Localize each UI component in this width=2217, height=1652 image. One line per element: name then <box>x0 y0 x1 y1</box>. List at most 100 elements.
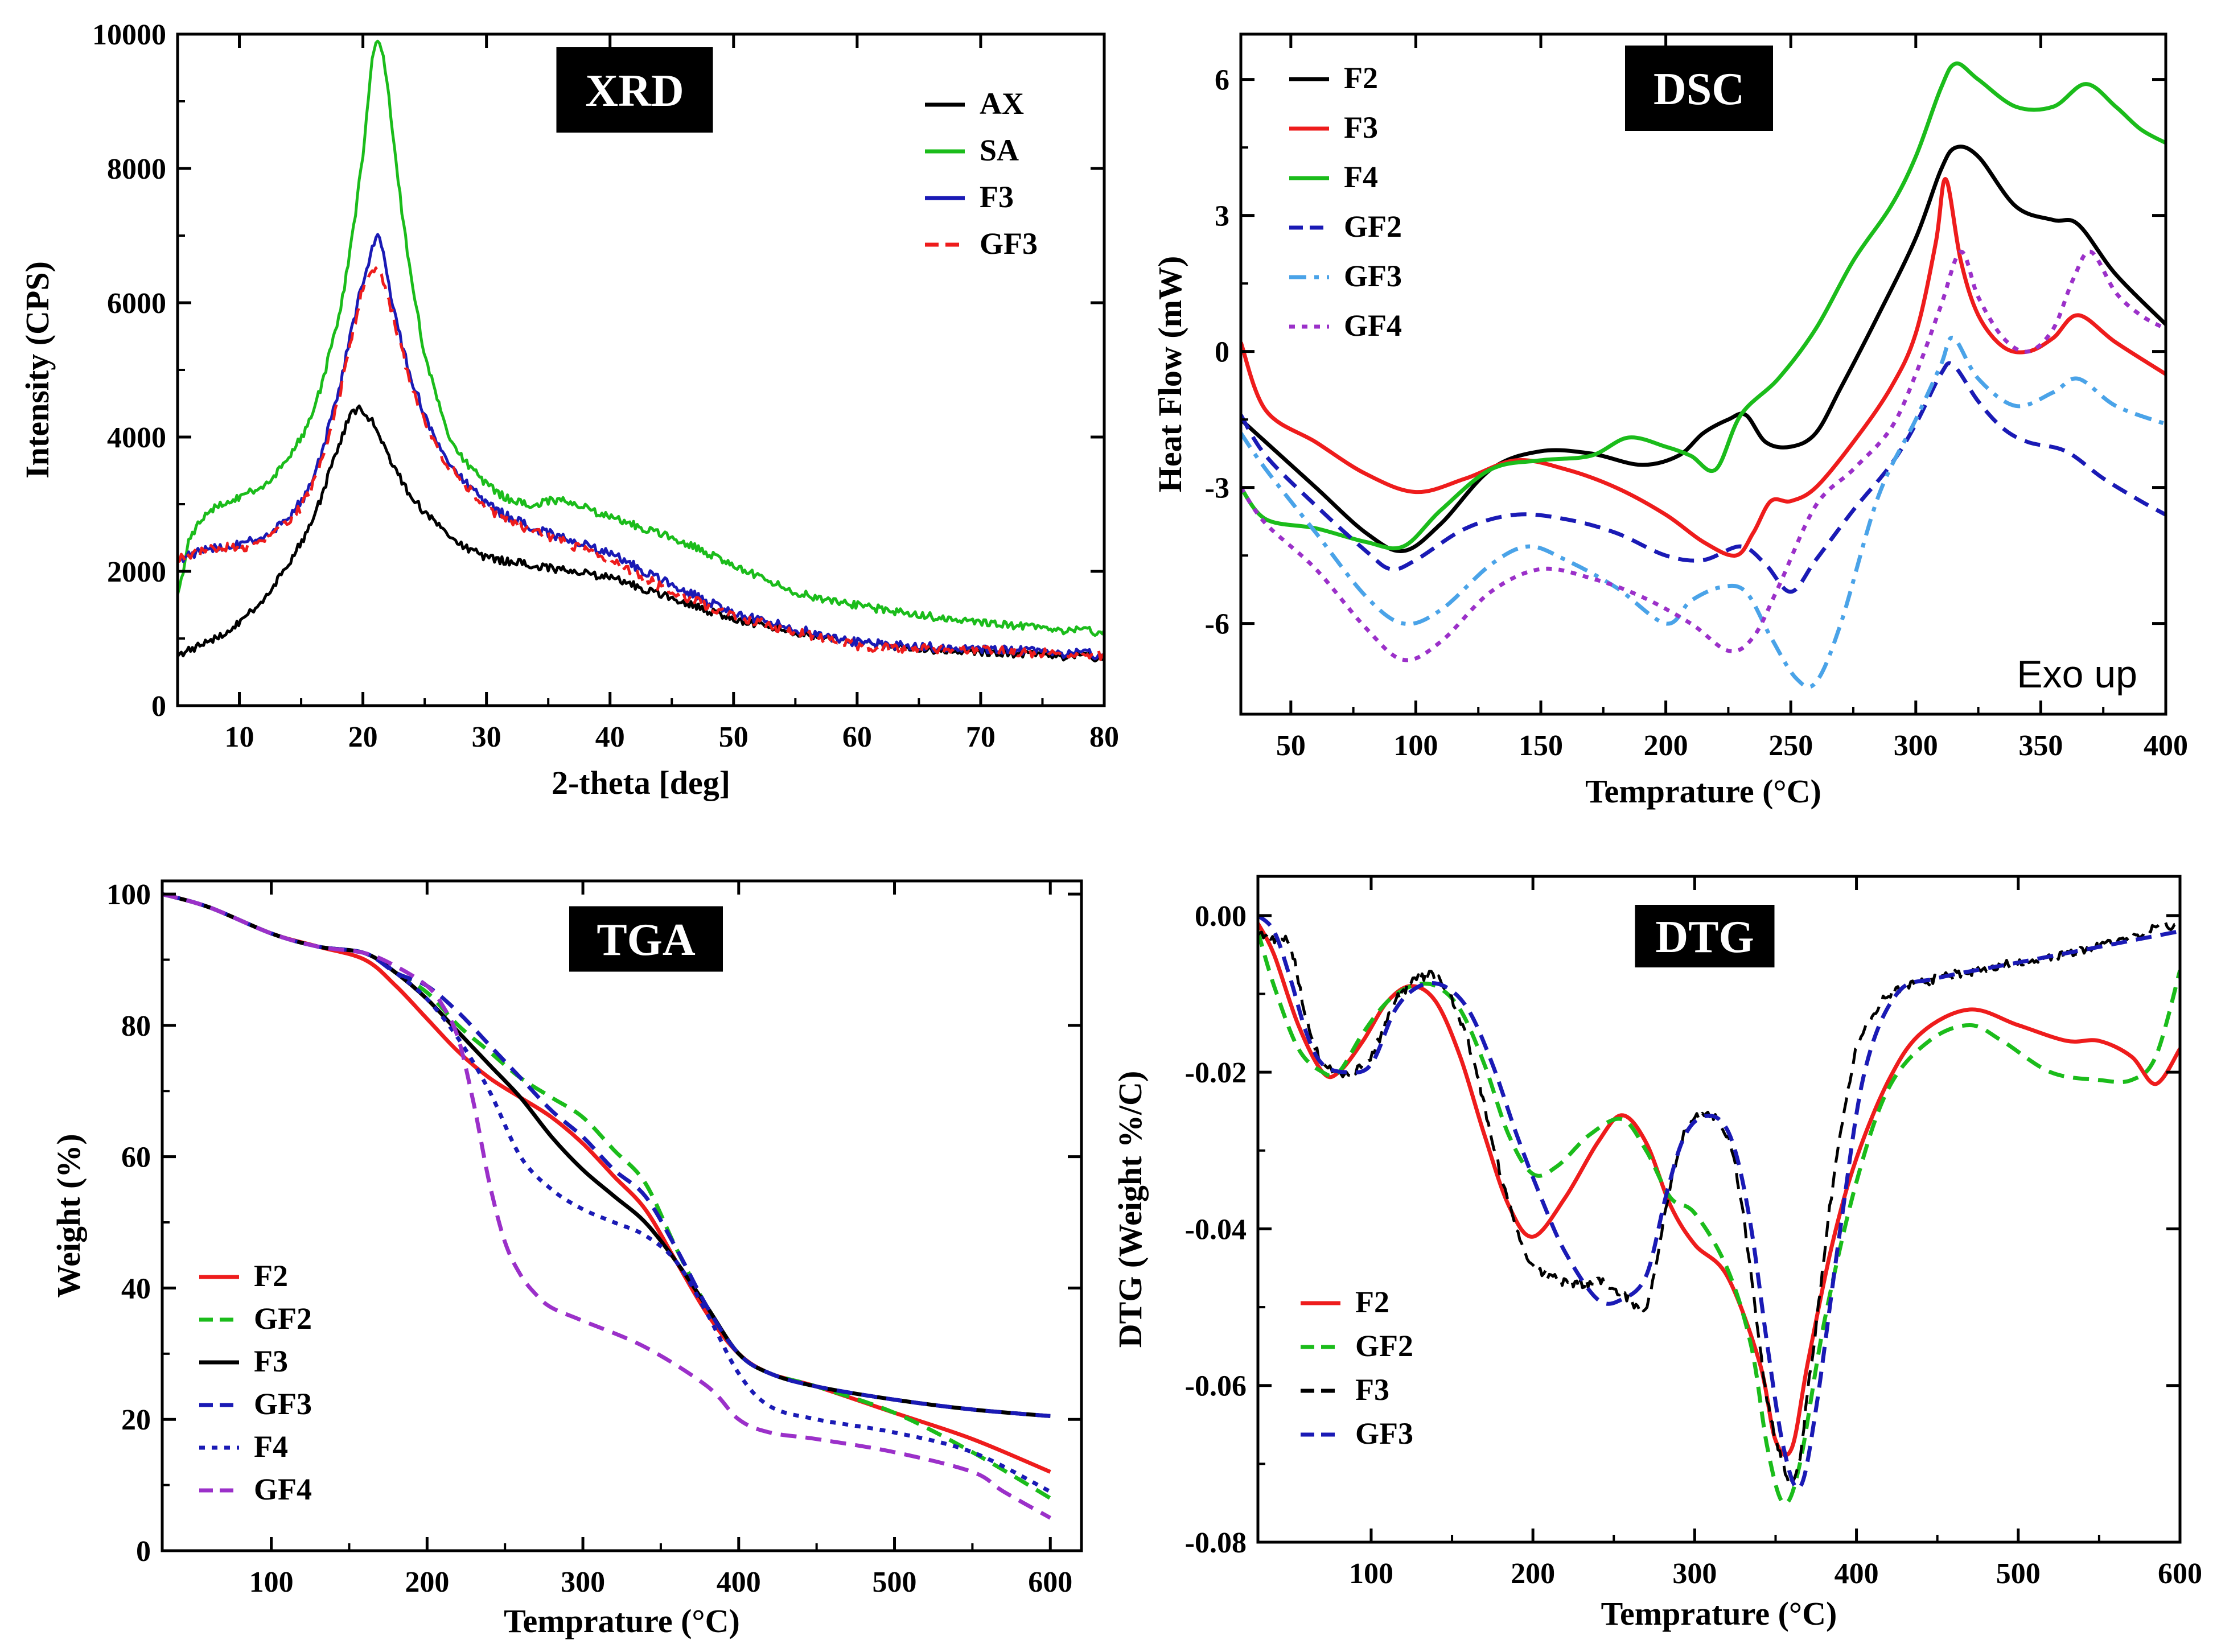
tga-ytick-label: 80 <box>121 1010 151 1043</box>
dsc-series-gf4 <box>1241 249 2166 662</box>
dtg-ytick-label: -0.06 <box>1185 1370 1247 1403</box>
tga-legend-label-gf3: GF3 <box>254 1387 312 1421</box>
tga-ytick-label: 0 <box>136 1535 151 1568</box>
dtg-xtick-label: 500 <box>1996 1558 2041 1590</box>
dsc-xtick-label: 150 <box>1519 730 1563 762</box>
xrd-legend-label-f3: F3 <box>980 180 1014 214</box>
dtg-ytick-label: 0.00 <box>1195 900 1247 933</box>
tga-xtick-label: 100 <box>249 1566 294 1599</box>
xrd-xtick-label: 20 <box>348 721 378 753</box>
tga-legend-label-gf4: GF4 <box>254 1472 312 1506</box>
xrd-panel: 10 20 30 40 50 60 70 80 0 2000 4000 6000 8000 10000 2-… <box>19 19 1119 801</box>
dtg-xtick-label: 100 <box>1349 1558 1393 1590</box>
xrd-xtick-label: 70 <box>966 721 996 753</box>
xrd-x-axis-label: 2-theta [deg] <box>552 764 730 801</box>
tga-plot-frame <box>161 879 1083 1552</box>
dtg-chart-title: DTG <box>1655 912 1754 962</box>
xrd-series-group <box>178 39 1104 663</box>
dsc-xtick-label: 50 <box>1276 730 1306 762</box>
tga-title-box <box>569 906 723 972</box>
dtg-series-gf2 <box>1258 930 2180 1506</box>
dsc-legend-label-gf4: GF4 <box>1344 308 1402 343</box>
tga-xtick-label: 300 <box>561 1566 605 1599</box>
dtg-panel: 100 200 300 400 500 600 -0.08 -0.06 -0.04 -0.02 0.… <box>1112 875 2202 1632</box>
dsc-panel: 50 100 150 200 250 300 350 400 -6 -3 0 3 6 Temprature… <box>1151 32 2188 810</box>
dtg-legend: F2 GF2 F3 GF3 <box>1301 1285 1413 1451</box>
tga-y-axis-label: Weight (%) <box>50 1134 87 1297</box>
xrd-ytick-label: 4000 <box>107 422 166 454</box>
dsc-xtick-label: 200 <box>1644 730 1688 762</box>
tga-x-axis-label: Temprature (°C) <box>504 1602 740 1639</box>
dsc-ytick-label: -6 <box>1205 608 1229 641</box>
tga-xtick-label: 200 <box>405 1566 449 1599</box>
dtg-xtick-label: 300 <box>1672 1558 1717 1590</box>
dtg-series-gf3 <box>1258 914 2180 1491</box>
dsc-xtick-label: 100 <box>1393 730 1438 762</box>
xrd-title-box <box>556 47 713 133</box>
tga-ytick-label: 20 <box>121 1404 151 1436</box>
tga-series-f2 <box>162 892 1051 1474</box>
dsc-y-axis-label: Heat Flow (mW) <box>1151 256 1188 493</box>
xrd-series-sa <box>178 39 1104 637</box>
tga-legend-label-f2: F2 <box>254 1259 288 1293</box>
dsc-x-axis-label: Temprature (°C) <box>1585 773 1821 810</box>
xrd-legend-label-ax: AX <box>980 86 1024 121</box>
tga-series-gf4 <box>162 892 1052 1520</box>
dsc-xtick-label: 300 <box>1894 730 1938 762</box>
tga-legend-label-f4: F4 <box>254 1429 288 1464</box>
dtg-legend-label-f3: F3 <box>1355 1373 1389 1407</box>
xrd-xtick-label: 60 <box>842 721 872 753</box>
tga-legend-label-f3: F3 <box>254 1344 288 1378</box>
dsc-xtick-label: 400 <box>2144 730 2188 762</box>
dtg-legend-label-gf3: GF3 <box>1355 1416 1413 1451</box>
xrd-ytick-label: 6000 <box>107 287 166 320</box>
dsc-legend-label-f2: F2 <box>1344 61 1378 95</box>
dtg-xtick-label: 200 <box>1511 1558 1555 1590</box>
tga-xtick-label: 400 <box>717 1566 761 1599</box>
dsc-ytick-label: 3 <box>1215 200 1229 233</box>
xrd-series-f3 <box>178 233 1104 661</box>
dtg-y-axis-label: DTG (Weight %/C) <box>1112 1071 1149 1348</box>
dtg-ytick-label: -0.08 <box>1185 1527 1247 1559</box>
dtg-plot-frame <box>1256 875 2182 1544</box>
xrd-xtick-label: 30 <box>472 721 501 753</box>
xrd-xtick-label: 50 <box>719 721 748 753</box>
xrd-series-gf3 <box>178 266 1104 661</box>
tga-ytick-label: 60 <box>121 1142 151 1174</box>
tga-legend-label-gf2: GF2 <box>254 1301 312 1336</box>
dsc-series-f2 <box>1241 145 2166 553</box>
dsc-chart-title: DSC <box>1654 64 1745 114</box>
dsc-series-group <box>1241 61 2166 689</box>
dsc-legend-label-f4: F4 <box>1344 160 1378 194</box>
dsc-legend: F2 F3 F4 GF2 GF3 GF4 <box>1289 61 1402 343</box>
xrd-legend-label-sa: SA <box>980 133 1019 167</box>
xrd-legend: AX SA F3 GF3 <box>925 86 1038 261</box>
dtg-legend-label-gf2: GF2 <box>1355 1329 1413 1363</box>
xrd-ytick-label: 2000 <box>107 556 166 588</box>
tga-panel: 100 200 300 400 500 600 0 20 40 60 80 100 Temprature… <box>50 879 1083 1639</box>
dsc-xtick-label: 250 <box>1768 730 1813 762</box>
dsc-series-gf2 <box>1241 361 2166 594</box>
dsc-ytick-label: 6 <box>1215 64 1229 97</box>
tga-legend: F2 GF2 F3 GF3 F4 GF4 <box>199 1259 312 1506</box>
tga-xtick-label: 500 <box>873 1566 917 1599</box>
dtg-series-group <box>1258 914 2180 1506</box>
dtg-title-box <box>1635 905 1775 967</box>
dsc-ytick-label: 0 <box>1215 336 1229 369</box>
tga-ytick-label: 100 <box>106 879 151 911</box>
tga-chart-title: TGA <box>597 915 696 965</box>
xrd-xtick-label: 10 <box>225 721 254 753</box>
dtg-legend-label-f2: F2 <box>1355 1285 1389 1319</box>
xrd-ytick-label: 10000 <box>92 19 166 51</box>
dtg-xtick-label: 600 <box>2158 1558 2202 1590</box>
dsc-xtick-label: 350 <box>2018 730 2063 762</box>
xrd-y-axis-label: Intensity (CPS) <box>19 261 56 479</box>
dsc-series-gf3 <box>1241 336 2166 689</box>
dsc-plot-frame <box>1239 32 2167 716</box>
dtg-series-f2 <box>1258 922 2180 1457</box>
xrd-chart-title: XRD <box>585 66 684 116</box>
dtg-x-axis-label: Temprature (°C) <box>1601 1595 1837 1632</box>
dsc-title-box <box>1625 46 1773 131</box>
tga-series-gf3 <box>162 892 1051 1418</box>
